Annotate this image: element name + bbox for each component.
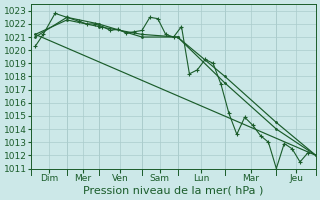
X-axis label: Pression niveau de la mer( hPa ): Pression niveau de la mer( hPa ) xyxy=(84,186,264,196)
